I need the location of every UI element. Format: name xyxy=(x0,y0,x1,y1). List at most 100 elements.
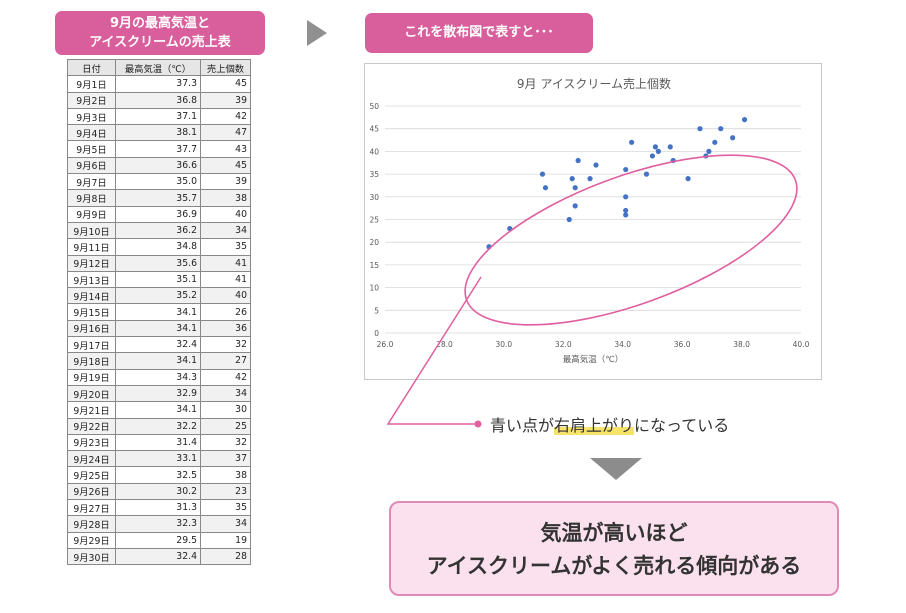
scatter-plot-svg: 9月 アイスクリーム売上個数 0 5 10 15 20 25 30 35 40 45 50 26.0 28… xyxy=(369,76,810,365)
data-point xyxy=(623,194,629,200)
x-tick-label: 40.0 xyxy=(793,340,810,349)
table-row: 9月1日 37.3 45 xyxy=(67,75,251,93)
table-row: 9月17日 32.4 32 xyxy=(67,336,251,354)
y-tick-label: 50 xyxy=(369,102,379,111)
scatter-chart: 9月 アイスクリーム売上個数 0 5 10 15 20 25 30 35 40 45 50 26.0 28… xyxy=(364,63,822,380)
cell-date: 9月2日 xyxy=(67,91,116,109)
data-point xyxy=(655,148,661,154)
cell-temp: 32.3 xyxy=(115,515,201,533)
data-point xyxy=(572,185,578,191)
data-point xyxy=(667,144,673,150)
x-tick-label: 30.0 xyxy=(496,340,513,349)
data-point xyxy=(741,117,748,123)
cell-sales: 32 xyxy=(200,433,251,452)
data-point xyxy=(575,157,581,164)
arrow-right-icon xyxy=(307,20,327,46)
x-tick-label: 26.0 xyxy=(377,340,394,349)
conclusion-line1: 気温が高いほど xyxy=(540,521,688,545)
arrow-down-icon xyxy=(590,458,642,480)
data-point xyxy=(643,171,650,177)
y-tick-label: 45 xyxy=(369,125,379,134)
table-row: 9月10日 36.2 34 xyxy=(67,221,251,240)
data-point xyxy=(718,126,724,132)
data-point xyxy=(623,212,629,218)
cell-date: 9月10日 xyxy=(67,221,116,240)
table-row: 9月6日 36.6 45 xyxy=(67,156,251,175)
chart-title: 9月 アイスクリーム売上個数 xyxy=(517,76,671,91)
table-header-row: 日付 最高気温（℃） 売上個数 xyxy=(67,58,251,77)
data-point xyxy=(587,176,593,182)
x-tick-label: 36.0 xyxy=(674,340,691,349)
cell-sales: 34 xyxy=(200,384,251,403)
y-tick-label: 5 xyxy=(374,306,379,315)
table-row: 9月24日 33.1 37 xyxy=(67,450,251,468)
conclusion-line2: アイスクリームがよく売れる傾向がある xyxy=(426,554,802,578)
table-title-badge: 9月の最高気温と アイスクリームの売上表 xyxy=(55,11,265,55)
x-tick-label: 34.0 xyxy=(614,340,631,349)
data-point xyxy=(706,148,712,154)
table-row: 9月16日 34.1 36 xyxy=(67,319,251,338)
table-row: 9月8日 35.7 38 xyxy=(67,189,251,207)
note-after: になっている xyxy=(634,416,730,435)
x-tick-label: 28.0 xyxy=(436,340,453,349)
conclusion-box: 気温が高いほど アイスクリームがよく売れる傾向がある xyxy=(389,501,839,596)
note-before: 青い点が xyxy=(490,416,555,435)
table-row: 9月11日 34.8 35 xyxy=(67,238,251,256)
table-row: 9月20日 32.9 34 xyxy=(67,384,251,403)
y-tick-label: 15 xyxy=(369,261,379,270)
cell-sales: 40 xyxy=(200,287,251,305)
table-row: 9月27日 31.3 35 xyxy=(67,499,251,517)
cell-sales: 47 xyxy=(200,124,251,142)
data-point xyxy=(697,126,703,132)
cell-sales: 35 xyxy=(200,499,251,517)
y-tick-label: 40 xyxy=(369,147,379,156)
cell-date: 9月26日 xyxy=(67,482,116,501)
table-row: 9月7日 35.0 39 xyxy=(67,173,251,191)
table-title-line1: 9月の最高気温と xyxy=(109,16,211,31)
cell-date: 9月18日 xyxy=(67,352,116,370)
data-point xyxy=(730,135,736,141)
callout-dot xyxy=(474,420,482,428)
y-tick-label: 25 xyxy=(369,216,379,225)
cell-temp: 32.4 xyxy=(115,547,201,566)
callout-line xyxy=(386,276,482,425)
cell-date: 9月30日 xyxy=(67,547,116,566)
data-point xyxy=(569,176,575,182)
table-row: 9月30日 32.4 28 xyxy=(67,547,251,566)
data-point xyxy=(593,162,599,168)
cell-temp: 32.2 xyxy=(115,417,201,435)
data-point xyxy=(572,203,578,209)
data-point xyxy=(649,153,656,159)
cell-temp: 35.7 xyxy=(115,189,201,207)
chart-title-badge: これを散布図で表すと･･･ xyxy=(365,13,593,53)
y-tick-label: 20 xyxy=(369,238,379,247)
table-row: 9月23日 31.4 32 xyxy=(67,433,251,452)
sales-table: 日付 最高気温（℃） 売上個数 9月1日 37.3 45 9月2日 36.8 39 9月3日… xyxy=(67,58,251,566)
cell-sales: 28 xyxy=(200,547,251,566)
data-point xyxy=(652,144,658,150)
cell-sales: 41 xyxy=(200,254,251,272)
observation-note: 青い点が右肩上がりになっている xyxy=(490,412,729,436)
data-point xyxy=(623,166,629,173)
table-row: 9月2日 36.8 39 xyxy=(67,91,251,109)
cell-temp: 33.1 xyxy=(115,450,201,468)
x-tick-label: 38.0 xyxy=(733,340,750,349)
cell-date: 9月24日 xyxy=(67,450,116,468)
cell-sales: 34 xyxy=(200,221,251,240)
table-row: 9月15日 34.1 26 xyxy=(67,303,251,321)
data-point xyxy=(629,139,635,145)
table-row: 9月18日 34.1 27 xyxy=(67,352,251,370)
cell-sales: 37 xyxy=(200,450,251,468)
table-title-line2: アイスクリームの売上表 xyxy=(89,35,231,50)
data-point xyxy=(539,171,546,177)
table-row: 9月21日 34.1 30 xyxy=(67,401,251,419)
header-date: 日付 xyxy=(67,58,116,77)
table-row: 9月19日 34.3 42 xyxy=(67,368,251,386)
cell-temp: 34.1 xyxy=(115,352,201,370)
cell-sales: 25 xyxy=(200,417,251,435)
cell-sales: 23 xyxy=(200,482,251,501)
table-row: 9月9日 36.9 40 xyxy=(67,205,251,223)
table-row: 9月5日 37.7 43 xyxy=(67,140,251,158)
data-point xyxy=(623,207,629,214)
